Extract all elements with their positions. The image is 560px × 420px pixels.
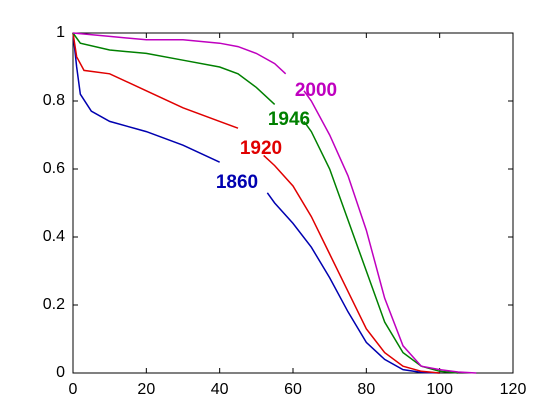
y-tick-label: 0.4	[43, 228, 65, 245]
survival-line	[72, 32, 440, 374]
x-tick-label: 40	[211, 381, 229, 398]
x-tick-label: 60	[284, 381, 302, 398]
series-label: 1920	[240, 138, 282, 159]
y-tick-label: 0.8	[43, 92, 65, 109]
x-tick-label: 80	[357, 381, 375, 398]
series-label: 1946	[268, 109, 310, 130]
y-tick-label: 1	[56, 24, 65, 41]
x-tick-label: 20	[137, 381, 155, 398]
survival-line	[72, 32, 459, 374]
y-tick-label: 0.6	[43, 160, 65, 177]
y-tick-label: 0.2	[43, 296, 65, 313]
series-label: 2000	[295, 80, 337, 101]
survival-line	[72, 32, 440, 374]
x-tick-label: 100	[426, 381, 453, 398]
x-tick-label: 120	[500, 381, 527, 398]
x-tick-label: 0	[69, 381, 78, 398]
y-tick-label: 0	[56, 364, 65, 381]
series-label: 1860	[216, 172, 258, 193]
plot-frame	[72, 32, 514, 374]
survival-line	[72, 32, 477, 374]
